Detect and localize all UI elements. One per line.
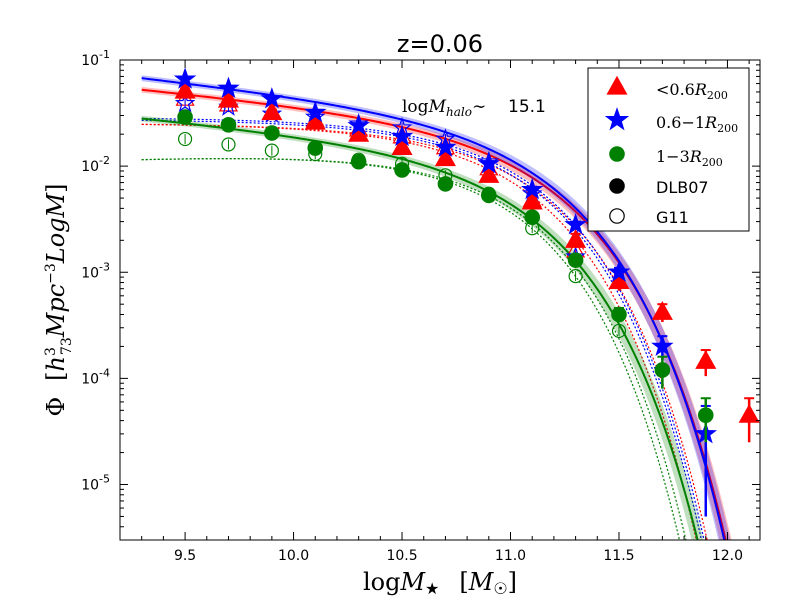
model-point: [264, 143, 279, 158]
x-tick-label: 9.5: [174, 548, 196, 564]
data-point: [651, 334, 674, 356]
data-point: [217, 88, 239, 108]
x-tick-label: 10.0: [278, 548, 309, 564]
axis-ticks: 9.5 10.0 10.5 11.0 11.5 12.0 10-5 10-4 10-3 10-2 1…: [81, 48, 760, 564]
data-point: [220, 117, 237, 133]
y-tick-label: 10-4: [81, 366, 110, 387]
y-axis-label: Φ[h373Mpc−3LogM]: [42, 183, 75, 416]
data-point: [304, 110, 326, 130]
data-point: [607, 260, 631, 282]
data-point: [477, 152, 501, 174]
y-tick-label: 10-5: [81, 473, 110, 494]
data-point: [695, 350, 717, 369]
data-point: [520, 177, 544, 200]
legend-marker-star: [604, 107, 630, 131]
data-point: [260, 87, 284, 109]
y-tick-label: 10-3: [81, 260, 110, 281]
legend-marker-circle: [609, 208, 625, 224]
data-point: [307, 140, 324, 156]
x-tick-label: 12.0: [712, 548, 743, 564]
svg-text:15.1: 15.1: [508, 97, 546, 117]
fit-line: [141, 77, 726, 540]
data-point: [391, 136, 413, 156]
data-point: [173, 67, 197, 89]
plot-frame: [119, 59, 761, 541]
data-point: [697, 407, 714, 423]
data-point: [434, 135, 457, 158]
halo-mass-annotation: logMhalo∼ 15.1: [402, 97, 546, 119]
data-point: [217, 76, 240, 98]
data-point: [434, 147, 456, 167]
legend-marker-triangle: [606, 75, 628, 95]
data-point: [567, 252, 584, 268]
x-tick-label: 11.5: [603, 548, 634, 564]
model-point: [174, 92, 196, 113]
data-point: [481, 187, 497, 204]
data-point: [651, 301, 673, 320]
data-point: [738, 403, 760, 423]
chart-title: z=0.06: [397, 30, 483, 58]
data-point: [654, 362, 671, 378]
legend: <0.6R200 0.6−1R200 1−3R200 DLB07 G11: [587, 67, 750, 232]
legend-marker-circle: [609, 178, 625, 194]
data-points: [173, 67, 760, 517]
data-point: [264, 125, 280, 141]
data-point: [521, 190, 543, 210]
data-point: [390, 124, 414, 147]
data-point: [394, 162, 410, 178]
data-point: [564, 212, 587, 235]
data-point: [437, 176, 454, 192]
model-point: [568, 269, 583, 284]
data-point: [174, 79, 196, 99]
fit-curves: [141, 75, 732, 540]
data-point: [565, 229, 587, 248]
model-point: [611, 323, 627, 339]
legend-label-middle: 0.6−1R200: [656, 113, 738, 135]
legend-label-outer: 1−3R200: [656, 147, 723, 169]
data-point: [611, 306, 627, 323]
dlb07-fit-line: [141, 158, 687, 540]
g11-fit-line: [141, 123, 697, 540]
data-point: [347, 113, 370, 136]
fit-line: [141, 117, 699, 540]
legend-label-inner: <0.6R200: [656, 80, 728, 102]
legend-marker-circle: [609, 146, 625, 162]
model-point: [221, 137, 236, 152]
y-tick-label: 10-2: [81, 154, 110, 175]
legend-label-dlb07: DLB07: [656, 178, 709, 197]
x-tick-label: 11.0: [495, 548, 526, 564]
legend-markers: [604, 75, 630, 224]
x-axis-label: logM★ [M☉]: [363, 568, 517, 598]
x-tick-label: 10.5: [386, 548, 417, 564]
data-point: [478, 164, 500, 183]
y-tick-label: 10-1: [81, 48, 110, 69]
model-point: [178, 131, 193, 147]
data-point: [524, 209, 541, 226]
data-point: [261, 101, 283, 121]
svg-text:logMhalo∼: logMhalo∼: [402, 97, 486, 119]
legend-label-g11: G11: [656, 208, 689, 227]
data-point: [304, 100, 327, 123]
data-point: [350, 153, 367, 170]
data-point: [177, 109, 193, 125]
